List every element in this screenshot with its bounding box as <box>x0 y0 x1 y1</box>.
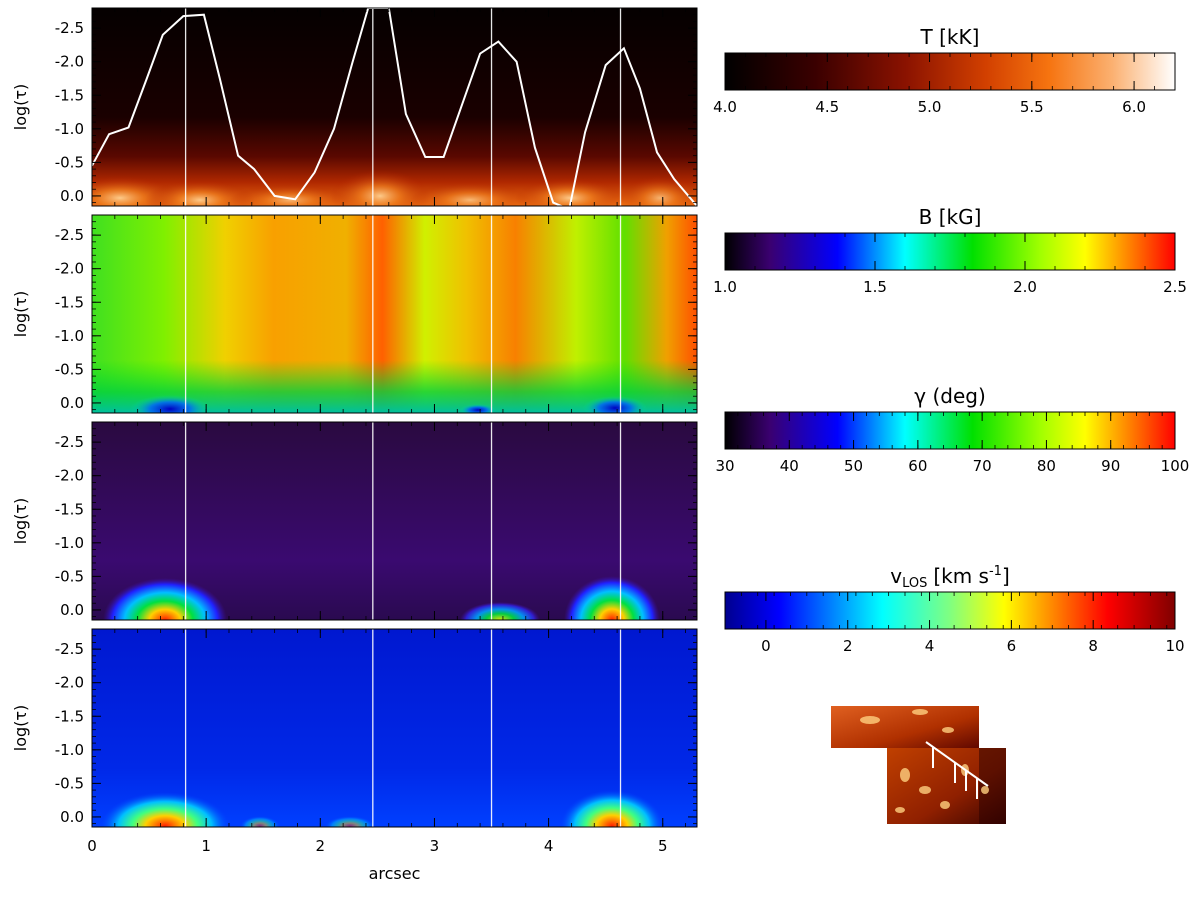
velocity-map <box>92 629 697 827</box>
colorbar-tick-label: 4 <box>925 637 935 655</box>
y-tick-label: -2.0 <box>55 53 84 71</box>
y-tick-label: -2.5 <box>55 433 84 451</box>
colorbar-title: T [kK] <box>920 25 980 49</box>
x-tick-label: 2 <box>316 837 326 855</box>
y-axis-title: log(τ) <box>11 291 30 338</box>
panel-0: -2.5 -2.0 -1.5 -1.0 -0.5 0.0 log(τ) <box>11 7 698 207</box>
colorbar-tick-label: 70 <box>973 457 992 475</box>
panel-1: -2.5 -2.0 -1.5 -1.0 -0.5 0.0 log(τ) <box>11 214 698 414</box>
y-tick-label: -1.5 <box>55 500 84 518</box>
colorbar-title: B [kG] <box>919 205 982 229</box>
context-bright-grains <box>860 709 989 813</box>
y-axis-title: log(τ) <box>11 498 30 545</box>
x-tick-label: 4 <box>544 837 554 855</box>
y-tick-label: 0.0 <box>60 601 84 619</box>
colorbar-tick-label: 2.5 <box>1163 278 1187 296</box>
x-tick-label: 0 <box>87 837 97 855</box>
colorbar-2: 30 40 50 60 70 80 90 100 γ (deg) <box>715 384 1189 475</box>
y-tick-label: -1.0 <box>55 120 84 138</box>
colorbar-gradient <box>724 411 1176 450</box>
colorbar-tick-label: 2 <box>843 637 853 655</box>
y-tick-label: 0.0 <box>60 808 84 826</box>
colorbar-tick-label: 4.5 <box>815 98 839 116</box>
y-tick-label: -2.5 <box>55 226 84 244</box>
y-tick-label: -1.5 <box>55 707 84 725</box>
slit-marker <box>925 741 989 799</box>
colorbar-gradient <box>724 52 1176 91</box>
colorbar-tick-label: 60 <box>908 457 927 475</box>
panel-2: -2.5 -2.0 -1.5 -1.0 -0.5 0.0 log(τ) <box>11 421 698 621</box>
colorbar-tick-label: 1.5 <box>863 278 887 296</box>
panel-frame <box>91 628 698 828</box>
colorbar-tick-label: 8 <box>1088 637 1098 655</box>
y-tick-label: -1.0 <box>55 327 84 345</box>
y-tick-label: -1.5 <box>55 86 84 104</box>
colorbar-tick-label: 90 <box>1101 457 1120 475</box>
colorbar-title: vLOS [km s-1] <box>890 564 1010 591</box>
y-tick-label: 0.0 <box>60 187 84 205</box>
x-tick-label: 1 <box>201 837 211 855</box>
colorbar-3: 0 2 4 6 8 10 vLOS [km s-1] <box>724 564 1185 655</box>
colorbar-tick-label: 80 <box>1037 457 1056 475</box>
colorbar-tick-label: 5.0 <box>918 98 942 116</box>
y-tick-label: -1.5 <box>55 293 84 311</box>
x-axis-title: arcsec <box>369 864 421 883</box>
y-tick-label: -2.5 <box>55 640 84 658</box>
colorbar-tick-label: 10 <box>1165 637 1184 655</box>
colorbar-tick-label: 40 <box>780 457 799 475</box>
colorbar-title-main: v <box>890 564 902 588</box>
y-tick-label: -1.0 <box>55 534 84 552</box>
y-axis-title: log(τ) <box>11 705 30 752</box>
y-tick-label: -2.0 <box>55 467 84 485</box>
y-tick-label: -0.5 <box>55 360 84 378</box>
colorbar-0: 4.0 4.5 5.0 5.5 6.0 T [kK] <box>713 25 1176 116</box>
panel-frame <box>91 421 698 621</box>
context-image <box>831 706 1006 824</box>
inclination-map <box>92 422 697 620</box>
colorbar-title-sup: -1 <box>989 564 1002 579</box>
colorbar-tick-label: 6.0 <box>1122 98 1146 116</box>
colorbar-title-sub: LOS <box>902 576 927 591</box>
y-tick-label: -0.5 <box>55 153 84 171</box>
colorbar-tick-label: 100 <box>1161 457 1190 475</box>
colorbar-1: 1.0 1.5 2.0 2.5 B [kG] <box>713 205 1187 296</box>
colorbar-tick-label: 4.0 <box>713 98 737 116</box>
log-tau-line <box>92 8 697 206</box>
colorbar-tick-label: 6 <box>1007 637 1017 655</box>
x-tick-label: 5 <box>658 837 668 855</box>
chart-marks: -2.5 -2.0 -1.5 -1.0 -0.5 0.0 log(τ) -2.5 -2.0 -1.… <box>11 7 1189 883</box>
colorbar-tick-label: 1.0 <box>713 278 737 296</box>
y-tick-label: -0.5 <box>55 567 84 585</box>
x-tick-label: 3 <box>430 837 440 855</box>
colorbar-tick-label: 50 <box>844 457 863 475</box>
colorbar-title: γ (deg) <box>914 384 986 408</box>
colorbar-gradient <box>724 232 1176 271</box>
colorbar-tick-label: 0 <box>761 637 771 655</box>
colorbar-title-rest: [km s <box>933 564 989 588</box>
field-strength-map <box>92 215 697 413</box>
temperature-map <box>92 8 697 206</box>
y-axis-title: log(τ) <box>11 84 30 131</box>
y-tick-label: -2.0 <box>55 674 84 692</box>
colorbar-gradient <box>724 591 1176 630</box>
y-tick-label: -2.5 <box>55 19 84 37</box>
panel-3: -2.5 -2.0 -1.5 -1.0 -0.5 0.0 log(τ) <box>11 628 698 828</box>
y-tick-label: -2.0 <box>55 260 84 278</box>
colorbar-tick-label: 5.5 <box>1020 98 1044 116</box>
y-tick-label: -1.0 <box>55 741 84 759</box>
colorbar-tick-label: 2.0 <box>1013 278 1037 296</box>
panel-frame <box>91 7 698 207</box>
panel-frame <box>91 214 698 414</box>
y-tick-label: -0.5 <box>55 774 84 792</box>
y-tick-label: 0.0 <box>60 394 84 412</box>
colorbar-title-end: ] <box>1002 564 1010 588</box>
colorbar-tick-label: 30 <box>715 457 734 475</box>
